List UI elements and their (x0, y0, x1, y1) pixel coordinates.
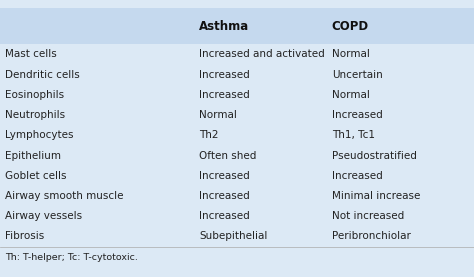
Text: Minimal increase: Minimal increase (332, 191, 420, 201)
FancyBboxPatch shape (0, 145, 474, 166)
Text: Th1, Tc1: Th1, Tc1 (332, 130, 375, 140)
Text: Th: T-helper; Tc: T-cytotoxic.: Th: T-helper; Tc: T-cytotoxic. (5, 253, 137, 262)
Text: Pseudostratified: Pseudostratified (332, 150, 417, 161)
Text: Normal: Normal (332, 49, 370, 60)
FancyBboxPatch shape (0, 44, 474, 65)
Text: Increased and activated: Increased and activated (199, 49, 325, 60)
Text: Lymphocytes: Lymphocytes (5, 130, 73, 140)
Text: Increased: Increased (199, 90, 250, 100)
Text: Airway vessels: Airway vessels (5, 211, 82, 221)
Text: Airway smooth muscle: Airway smooth muscle (5, 191, 123, 201)
Text: Normal: Normal (199, 110, 237, 120)
FancyBboxPatch shape (0, 125, 474, 145)
Text: Subepithelial: Subepithelial (199, 231, 267, 242)
Text: Increased: Increased (199, 191, 250, 201)
Text: Th2: Th2 (199, 130, 219, 140)
Text: Neutrophils: Neutrophils (5, 110, 65, 120)
Text: Increased: Increased (199, 171, 250, 181)
Text: Fibrosis: Fibrosis (5, 231, 44, 242)
FancyBboxPatch shape (0, 226, 474, 247)
Text: Epithelium: Epithelium (5, 150, 61, 161)
FancyBboxPatch shape (0, 65, 474, 85)
FancyBboxPatch shape (0, 105, 474, 125)
Text: Peribronchiolar: Peribronchiolar (332, 231, 410, 242)
FancyBboxPatch shape (0, 186, 474, 206)
Text: COPD: COPD (332, 20, 369, 33)
Text: Increased: Increased (199, 211, 250, 221)
FancyBboxPatch shape (0, 206, 474, 226)
Text: Goblet cells: Goblet cells (5, 171, 66, 181)
Text: Dendritic cells: Dendritic cells (5, 70, 80, 80)
Text: Increased: Increased (332, 171, 383, 181)
Text: Eosinophils: Eosinophils (5, 90, 64, 100)
Text: Often shed: Often shed (199, 150, 256, 161)
Text: Asthma: Asthma (199, 20, 249, 33)
Text: Increased: Increased (332, 110, 383, 120)
FancyBboxPatch shape (0, 166, 474, 186)
Text: Not increased: Not increased (332, 211, 404, 221)
Text: Mast cells: Mast cells (5, 49, 56, 60)
Text: Uncertain: Uncertain (332, 70, 383, 80)
FancyBboxPatch shape (0, 85, 474, 105)
Text: Increased: Increased (199, 70, 250, 80)
FancyBboxPatch shape (0, 8, 474, 44)
Text: Normal: Normal (332, 90, 370, 100)
